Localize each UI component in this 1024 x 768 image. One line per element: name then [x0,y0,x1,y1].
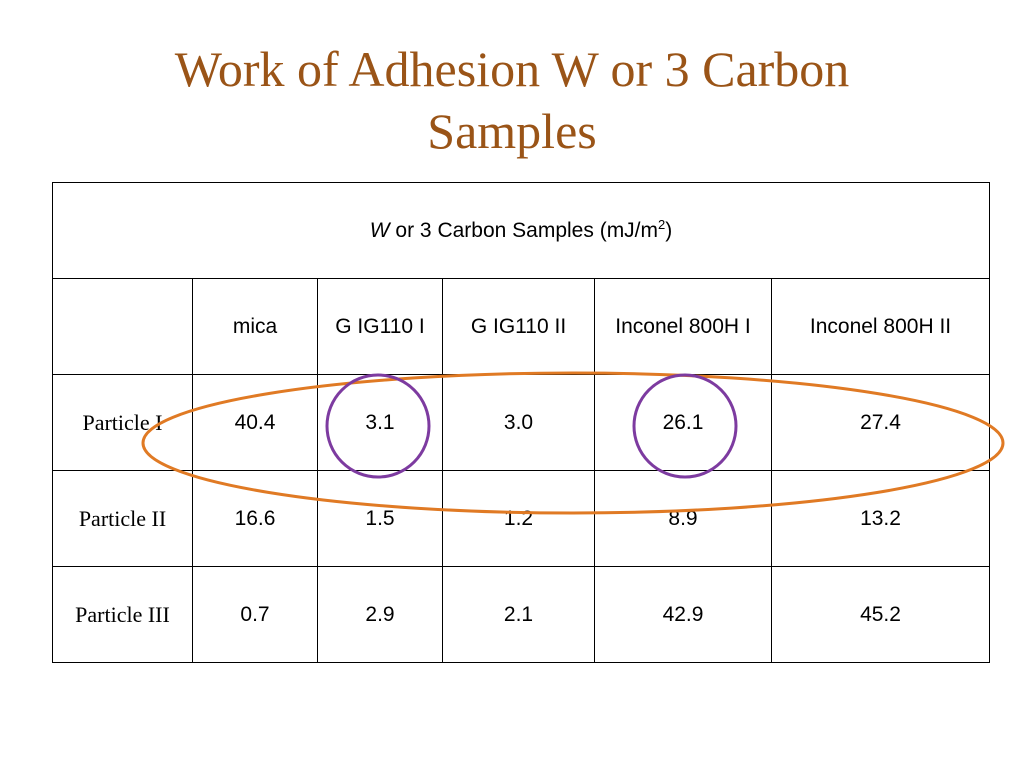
table-cell: 40.4 [192,374,318,471]
slide-title-line-2: Samples [427,103,597,159]
row-label: Particle III [52,566,193,663]
table-caption: W or 3 Carbon Samples (mJ/m2) [51,182,991,279]
column-header: mica [192,278,318,375]
table-cell: 2.1 [442,566,595,663]
table-cell: 2.9 [317,566,443,663]
table-cell: 27.4 [770,374,991,471]
caption-close: ) [665,218,673,242]
caption-text: or 3 Carbon Samples (mJ/m [389,218,659,242]
caption-symbol: W [369,218,390,242]
table-cell: 3.1 [317,374,443,471]
table-cell: 42.9 [594,566,772,663]
slide-title-line-1: Work of Adhesion W or 3 Carbon [174,41,850,97]
table-cell: 1.2 [442,470,595,567]
table-cell: 13.2 [770,470,991,567]
header-row: mica G IG110 I G IG110 II Inconel 800H I… [52,278,991,375]
work-of-adhesion-table: W or 3 Carbon Samples (mJ/m2) mica G IG1… [51,182,991,663]
caption-row: W or 3 Carbon Samples (mJ/m2) [51,182,991,279]
row-label: Particle II [52,470,193,567]
slide-title: Work of Adhesion W or 3 Carbon Samples [0,38,1024,162]
table-cell: 0.7 [192,566,318,663]
column-header: Inconel 800H II [770,278,991,375]
caption-superscript: 2 [658,216,666,232]
table-row: Particle II 16.6 1.5 1.2 8.9 13.2 [52,470,991,567]
table-cell: 3.0 [442,374,595,471]
row-label: Particle I [52,374,193,471]
table-cell: 26.1 [594,374,772,471]
column-header: G IG110 II [442,278,595,375]
column-header: G IG110 I [317,278,443,375]
corner-cell [52,278,193,375]
column-header: Inconel 800H I [594,278,772,375]
table-cell: 45.2 [770,566,991,663]
table-cell: 16.6 [192,470,318,567]
table-cell: 8.9 [594,470,772,567]
table-row: Particle I 40.4 3.1 3.0 26.1 27.4 [52,374,991,471]
table-row: Particle III 0.7 2.9 2.1 42.9 45.2 [52,566,991,663]
table-cell: 1.5 [317,470,443,567]
